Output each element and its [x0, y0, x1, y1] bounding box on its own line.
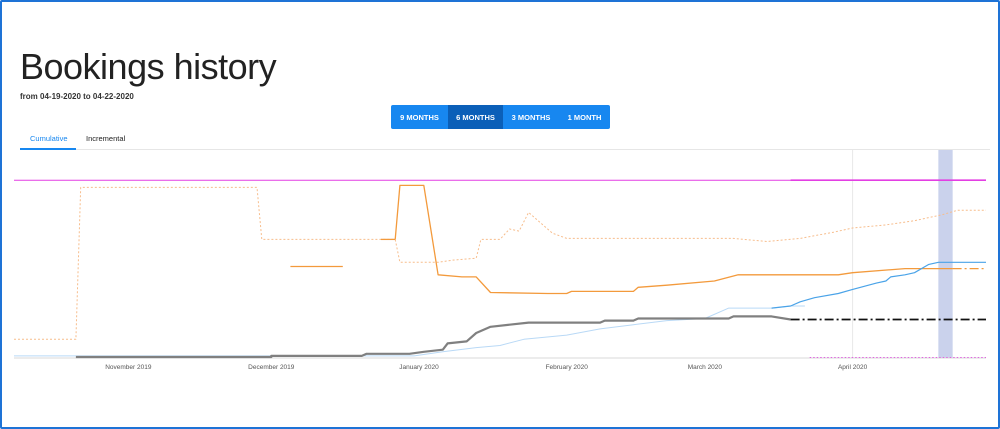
time-range-selector: 9 MONTHS 6 MONTHS 3 MONTHS 1 MONTH: [391, 105, 610, 129]
tab-cumulative[interactable]: Cumulative: [30, 134, 68, 143]
x-tick-label: January 2020: [399, 364, 439, 371]
series-line-8: [771, 261, 986, 309]
x-tick-label: November 2019: [105, 364, 152, 371]
tab-divider: [20, 149, 990, 150]
series-line-2: [14, 186, 986, 340]
x-tick-label: February 2020: [546, 364, 589, 371]
series-line-9: [75, 315, 791, 359]
tab-incremental[interactable]: Incremental: [86, 134, 126, 143]
page-title: Bookings history: [20, 46, 277, 87]
range-button-1-month[interactable]: 1 MONTH: [567, 112, 602, 122]
x-tick-label: March 2020: [688, 364, 723, 371]
x-tick-label: April 2020: [838, 364, 868, 371]
date-range-subtitle: from 04-19-2020 to 04-22-2020: [20, 92, 134, 101]
series-line-7: [14, 305, 805, 357]
series-line-5: [394, 184, 953, 295]
range-button-3-months[interactable]: 3 MONTHS: [511, 112, 551, 122]
view-tabs: Cumulative Incremental: [20, 134, 990, 150]
range-button-9-months[interactable]: 9 MONTHS: [400, 112, 439, 122]
x-tick-label: December 2019: [248, 364, 295, 371]
range-button-6-months[interactable]: 6 MONTHS: [448, 105, 503, 129]
active-tab-indicator: [20, 148, 76, 150]
highlight-band: [938, 150, 953, 358]
